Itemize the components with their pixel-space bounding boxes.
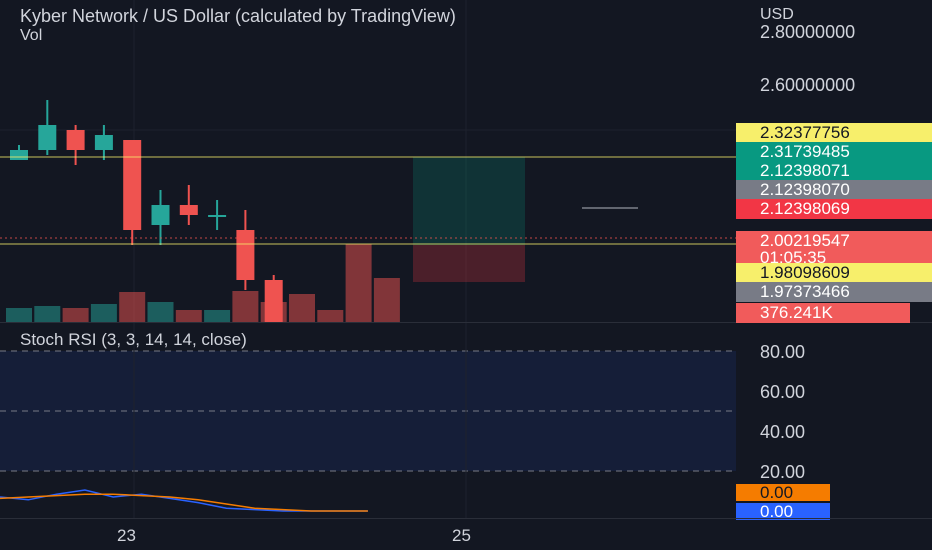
price-tick: 2.80000000: [760, 22, 856, 42]
price-tag: 1.97373466: [736, 282, 932, 302]
volume-bar: [317, 310, 344, 322]
price-tag: 2.12398070: [736, 180, 932, 200]
volume-bar: [34, 306, 61, 322]
osc-tick: 20.00: [760, 462, 806, 482]
stoch-rsi-pane: [0, 323, 736, 518]
stoch-rsi-label[interactable]: Stoch RSI (3, 3, 14, 14, close): [20, 330, 247, 349]
stoch-value-tag: 0.00: [736, 503, 830, 520]
osc-tick: 60.00: [760, 382, 806, 402]
stoch-value-tag: 0.00: [736, 484, 830, 501]
candlestick-series: [10, 100, 283, 322]
price-tag: 2.00219547: [736, 231, 932, 251]
main-chart-canvas[interactable]: [0, 0, 736, 322]
volume-bar: [147, 302, 174, 322]
candle-body: [264, 280, 283, 322]
candle-body: [10, 150, 28, 160]
volume-bar: [345, 244, 372, 322]
volume-bar: [119, 292, 146, 322]
pane-separator[interactable]: [0, 322, 932, 323]
candle-body: [38, 125, 57, 150]
volume-bar: [373, 278, 400, 322]
candle-body: [208, 215, 227, 217]
candle-body: [94, 135, 113, 150]
price-tag: 2.32377756: [736, 123, 932, 143]
long-position-profit-zone: [413, 157, 525, 245]
volume-bar: [62, 308, 89, 322]
price-tag: 2.12398069: [736, 199, 932, 219]
stoch-d-line: [0, 493, 368, 512]
position-overlay: [0, 156, 736, 282]
candle-body: [179, 205, 198, 215]
price-tag: 2.31739485: [736, 142, 932, 162]
symbol-title[interactable]: Kyber Network / US Dollar (calculated by…: [20, 6, 456, 26]
stoch-k-line: [0, 489, 368, 512]
volume-indicator-label[interactable]: Vol: [20, 27, 43, 44]
price-tag: 1.98098609: [736, 263, 932, 283]
oscillator-canvas[interactable]: [0, 323, 736, 518]
volume-bar: [204, 310, 231, 322]
volume-bar: [175, 310, 202, 322]
time-label: 25: [452, 526, 471, 545]
osc-tick: 80.00: [760, 342, 806, 362]
volume-bar: [90, 304, 117, 322]
candle-body: [123, 140, 142, 230]
volume-bar: [289, 294, 315, 322]
candle-body: [66, 130, 85, 150]
candle-body: [236, 230, 255, 280]
volume-bar: [232, 291, 259, 322]
volume-bar: [6, 308, 32, 322]
price-tag: 376.241K: [736, 303, 910, 323]
price-tag: 2.12398071: [736, 161, 932, 181]
volume-bars: [6, 244, 400, 322]
currency-label: USD: [760, 6, 794, 23]
osc-tick: 40.00: [760, 422, 806, 442]
candle-body: [151, 205, 170, 225]
long-position-loss-zone: [413, 245, 525, 282]
price-tick: 2.60000000: [760, 75, 856, 95]
time-axis-separator: [0, 518, 932, 519]
time-label: 23: [117, 526, 136, 545]
